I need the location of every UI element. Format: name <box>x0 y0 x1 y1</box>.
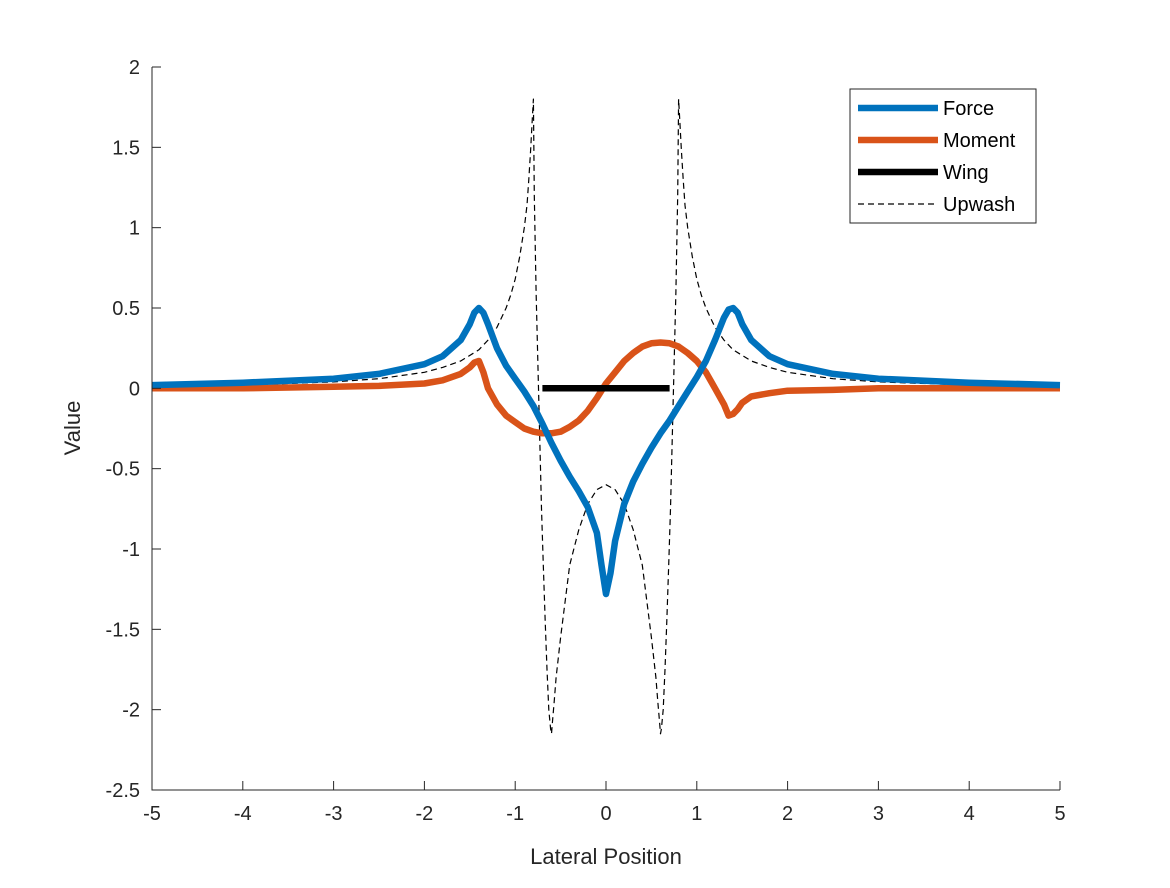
y-tick-label: -2 <box>122 700 140 722</box>
legend-label-force: Force <box>943 98 994 120</box>
series-line-force <box>151 304 1061 598</box>
x-tick-label: 5 <box>1054 803 1065 825</box>
legend-label-upwash: Upwash <box>943 194 1015 216</box>
x-tick-label: 1 <box>691 803 702 825</box>
y-tick-label: 1 <box>129 218 140 240</box>
x-tick-label: 3 <box>873 803 884 825</box>
x-axis-label: Lateral Position <box>530 844 682 869</box>
x-tick-label: -3 <box>325 803 343 825</box>
y-axis-label: Value <box>60 401 85 456</box>
legend-label-wing: Wing <box>943 162 989 184</box>
x-tick-label: -4 <box>234 803 252 825</box>
legend-label-moment: Moment <box>943 130 1016 152</box>
y-tick-label: 2 <box>129 57 140 79</box>
x-tick-label: 2 <box>782 803 793 825</box>
x-tick-label: -2 <box>416 803 434 825</box>
series-line-upwash <box>151 98 1061 735</box>
x-tick-label: 4 <box>964 803 975 825</box>
ticks-layer: -5 -4 -3 -2 -1 0 1 2 3 4 5 -2.5 -2 -1.5 -1 -0.5 0 0.5 1 1.5… <box>106 57 1066 825</box>
x-tick-label: -1 <box>506 803 524 825</box>
series-layer <box>151 98 1061 735</box>
legend-box <box>849 88 1037 224</box>
y-tick-label: 1.5 <box>112 137 140 159</box>
y-tick-label: -1 <box>122 539 140 561</box>
y-tick-label: -2.5 <box>106 780 140 802</box>
x-tick-label: 0 <box>600 803 611 825</box>
legend: Force Moment Wing Upwash <box>849 88 1037 224</box>
y-tick-label: -1.5 <box>106 619 140 641</box>
y-tick-label: 0.5 <box>112 298 140 320</box>
x-tick-label: -5 <box>143 803 161 825</box>
y-tick-label: -0.5 <box>106 459 140 481</box>
y-tick-label: 0 <box>129 378 140 400</box>
series-line-moment <box>152 339 1060 437</box>
